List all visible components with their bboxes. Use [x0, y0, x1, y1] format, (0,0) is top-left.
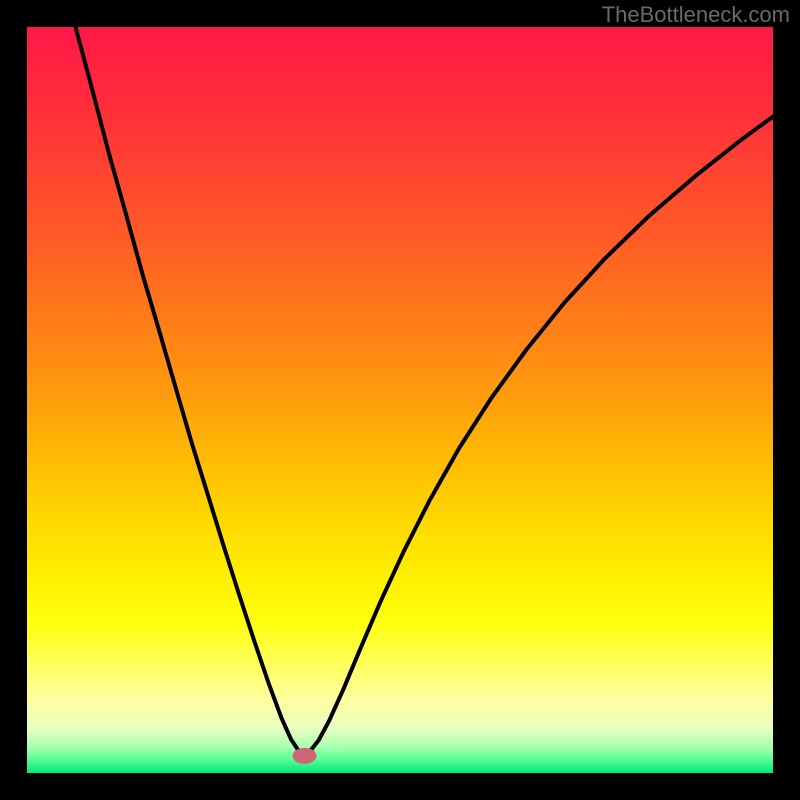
gradient-background	[27, 27, 773, 773]
optimum-marker	[293, 748, 317, 764]
plot-area	[27, 27, 773, 773]
chart-frame: TheBottleneck.com	[0, 0, 800, 800]
watermark-text: TheBottleneck.com	[602, 2, 790, 28]
plot-svg	[27, 27, 773, 773]
